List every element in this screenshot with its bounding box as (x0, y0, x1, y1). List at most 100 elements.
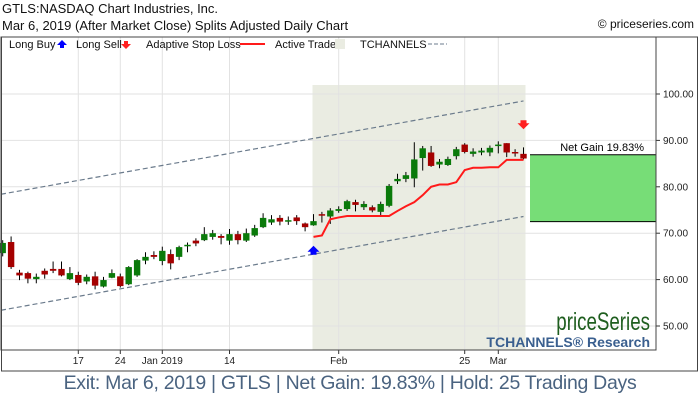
candle-body-feb-1 (335, 209, 342, 211)
candle-body-feb-15 (419, 148, 426, 159)
candle-body-dec-21 (108, 273, 116, 278)
candle-body-dec-27 (133, 260, 141, 276)
net-gain-label: Net Gain 19.83% (560, 142, 644, 154)
candle-body-dec-24 (117, 276, 124, 287)
legend-adaptive-stop: Adaptive Stop Loss (146, 39, 241, 51)
candle-body-jan-24 (285, 220, 292, 222)
candle-body-jan-2 (159, 250, 166, 262)
active-trade-region (312, 85, 526, 350)
x-tick-label: Mar (490, 356, 508, 367)
y-tick-label: 60.00 (663, 275, 688, 286)
candle-body-dec-7 (24, 273, 32, 279)
price-chart: 50.00 60.00 70.00 80.00 90.00 100.00 17 24 Jan 2… (0, 36, 698, 372)
candle-body-dec-18 (83, 276, 90, 282)
candle-body-jan-29 (310, 221, 317, 226)
y-tick-label: 90.00 (663, 136, 688, 147)
candle-body-dec-17 (75, 274, 82, 283)
candle-body-feb-6 (360, 203, 368, 208)
up-arrow-icon (57, 40, 67, 48)
candle-body-feb-20 (436, 161, 443, 165)
x-tick-label: 24 (115, 356, 127, 367)
active-trade-swatch (335, 39, 345, 49)
x-tick-label: 14 (224, 356, 236, 367)
copyright-link[interactable]: © priceseries.com (597, 17, 694, 31)
candle-body-feb-25 (461, 144, 468, 152)
candle-body-feb-13 (402, 175, 410, 179)
y-tick-label: 80.00 (663, 182, 688, 193)
tchannel-lower-line (0, 215, 524, 311)
trade-summary: Exit: Mar 6, 2019 | GTLS | Net Gain: 19.… (63, 372, 637, 394)
candle-body-dec-3 (0, 242, 6, 254)
candle-body-feb-27 (478, 150, 485, 153)
down-arrow-icon (121, 41, 131, 49)
candle-body-jan-7 (184, 244, 191, 247)
long-buy-arrow-icon (307, 245, 320, 255)
candle-body-feb-22 (453, 149, 460, 157)
candle-body-jan-30 (318, 214, 326, 216)
candle-body-dec-14 (66, 273, 74, 280)
candle-body-dec-13 (58, 268, 65, 276)
candle-body-mar-5 (511, 152, 519, 154)
legend: Long Buy Long Sell Adaptive Stop Loss Ac… (9, 39, 447, 51)
candle-body-jan-15 (234, 234, 242, 241)
candle-body-feb-19 (427, 152, 435, 166)
legend-long-sell: Long Sell (76, 39, 122, 51)
long-sell-arrow-icon (517, 120, 530, 130)
x-tick-label: 25 (459, 356, 471, 367)
tchannels-research-logo: TCHANNELS® Research (486, 334, 650, 350)
candle-body-jan-31 (327, 210, 334, 217)
candle-body-feb-21 (444, 158, 452, 165)
candle-body-jan-22 (268, 219, 275, 223)
candle-body-jan-8 (192, 240, 200, 244)
x-tick-label: Feb (330, 356, 348, 367)
candle-body-mar-6 (520, 153, 527, 159)
net-gain-box (530, 154, 656, 222)
candle-body-jan-18 (259, 217, 267, 228)
priceseries-logo: priceSeries (556, 307, 650, 335)
candle-body-feb-14 (411, 159, 418, 179)
candle-body-dec-10 (33, 276, 40, 280)
candle-body-dec-31 (150, 255, 158, 257)
candle-body-jan-3 (167, 254, 174, 264)
y-tick-label: 100.00 (663, 90, 694, 101)
candle-body-jan-25 (293, 217, 300, 222)
legend-tchannels: TCHANNELS (360, 39, 427, 51)
candle-body-jan-14 (226, 234, 233, 241)
candle-body-feb-8 (377, 203, 384, 212)
candle-body-feb-7 (369, 207, 376, 211)
candle-body-dec-6 (16, 272, 23, 276)
candle-body-feb-11 (385, 185, 393, 206)
candle-body-mar-1 (495, 144, 502, 147)
y-tick-label: 50.00 (663, 322, 688, 333)
candle-body-jan-16 (243, 233, 250, 241)
candle-body-feb-28 (486, 147, 494, 153)
legend-long-buy: Long Buy (9, 39, 56, 51)
candle-body-dec-4 (7, 242, 15, 268)
adaptive-stop-loss-line (313, 158, 524, 238)
candle-body-dec-11 (41, 270, 48, 275)
candle-body-jan-9 (201, 234, 208, 241)
candle-body-feb-12 (394, 178, 401, 182)
candle-body-dec-12 (49, 268, 57, 271)
candle-body-jan-11 (217, 235, 225, 238)
chart-subtitle: Mar 6, 2019 (After Market Close) Splits … (2, 18, 349, 33)
candle-body-feb-4 (343, 201, 351, 210)
candle-body-jan-4 (175, 247, 183, 257)
chart-title: GTLS:NASDAQ Chart Industries, Inc. (2, 1, 219, 16)
candle-body-dec-28 (142, 256, 149, 261)
candle-body-feb-5 (352, 202, 359, 205)
x-tick-label: Jan 2019 (142, 356, 184, 367)
candle-body-jan-10 (209, 233, 216, 237)
candle-body-feb-26 (469, 151, 477, 154)
candle-body-mar-4 (503, 143, 510, 153)
y-tick-label: 70.00 (663, 229, 688, 240)
candle-body-jan-28 (301, 223, 309, 228)
legend-active-trade: Active Trade (275, 39, 336, 51)
x-tick-label: 17 (73, 356, 85, 367)
candle-body-jan-17 (251, 228, 258, 236)
chart-frame (1, 36, 698, 372)
candle-body-dec-20 (100, 280, 107, 287)
tchannel-upper-line (0, 100, 524, 195)
candle-body-dec-19 (91, 276, 99, 286)
candle-body-dec-26 (125, 267, 132, 285)
